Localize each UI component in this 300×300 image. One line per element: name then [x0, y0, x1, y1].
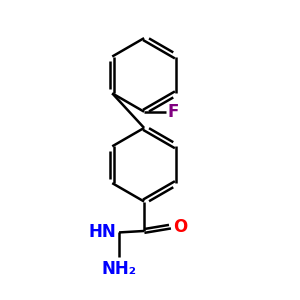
- Text: NH₂: NH₂: [102, 260, 136, 278]
- Text: O: O: [174, 218, 188, 236]
- Text: HN: HN: [88, 224, 116, 242]
- Text: F: F: [168, 103, 179, 121]
